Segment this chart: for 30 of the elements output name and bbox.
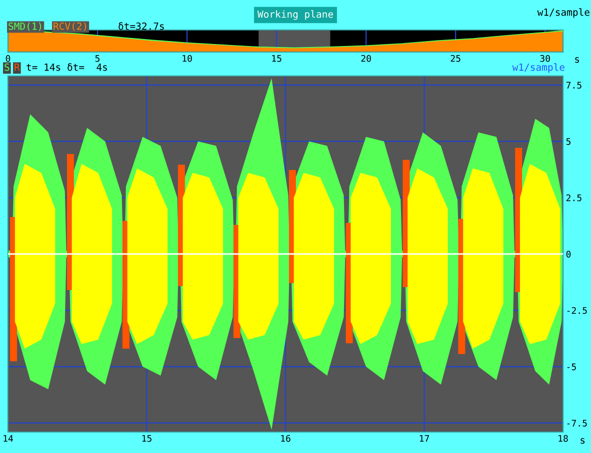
series-label: SMD(1) (8, 22, 42, 31)
y-tick-label: -2.5 (567, 307, 587, 314)
x-tick-label: 10 (182, 54, 192, 62)
y-tick-label: -5 (567, 364, 576, 370)
x-tick-label: 18 (558, 434, 568, 442)
text: R (14, 64, 20, 71)
x-axis-title: s (580, 438, 585, 444)
chart-title: Working plane (257, 10, 333, 20)
text: δt=32.7s (118, 22, 164, 30)
text: t= 14s δt= 4s (26, 63, 107, 71)
x-tick-label: 17 (420, 435, 430, 442)
x-tick-label: 0 (6, 54, 10, 62)
x-tick-label: 30 (540, 54, 550, 62)
text: S (4, 63, 10, 71)
text: w1/sample (537, 8, 590, 18)
x-tick-label: 15 (272, 55, 282, 62)
y-tick-label: 7.5 (566, 82, 582, 89)
x-tick-label: 14 (4, 435, 14, 442)
y-tick-label: -7.5 (567, 420, 587, 427)
y-tick-label: 2.5 (566, 194, 582, 202)
x-tick-label: 15 (142, 435, 152, 442)
text: w1/sample (512, 63, 564, 73)
x-tick-label: 20 (361, 54, 371, 62)
x-tick-label: 5 (95, 55, 100, 62)
x-tick-label: 25 (450, 54, 460, 62)
y-tick-label: 0 (566, 250, 571, 258)
y-tick-label: 5 (566, 138, 570, 145)
x-axis-title: s (575, 57, 579, 63)
x-tick-label: 16 (281, 434, 290, 442)
series-label: RCV(2) (54, 22, 86, 31)
